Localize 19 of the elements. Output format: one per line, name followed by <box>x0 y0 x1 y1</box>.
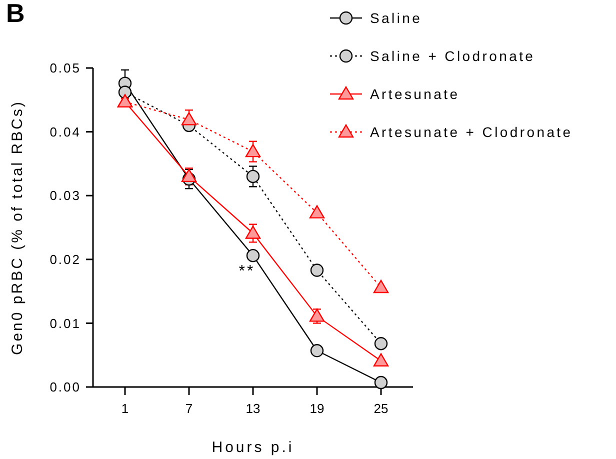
y-tick-label: 0.04 <box>50 124 81 140</box>
legend-label: Saline + Clodronate <box>370 48 536 64</box>
x-tick-label: 7 <box>185 401 193 416</box>
y-tick-label: 0.01 <box>50 316 81 331</box>
x-tick-label: 1 <box>121 401 129 416</box>
x-tick-label: 25 <box>374 401 388 416</box>
x-axis-title: Hours p.i <box>212 439 294 456</box>
text: B <box>6 0 25 28</box>
x-tick-label: 13 <box>246 401 260 416</box>
y-tick-label: 0.02 <box>50 252 81 267</box>
y-tick-label: 0.00 <box>50 380 81 395</box>
legend-label: Artesunate + Clodronate <box>370 124 573 140</box>
y-axis-title: Gen0 pRBC (% of total RBCs) <box>9 100 26 355</box>
y-tick-label: 0.03 <box>50 188 81 204</box>
legend-label: Artesunate <box>370 86 460 102</box>
legend-label: Saline <box>370 10 422 26</box>
x-tick-label: 19 <box>310 401 324 416</box>
annotation: ** <box>238 263 256 280</box>
y-tick-label: 0.05 <box>50 60 81 76</box>
